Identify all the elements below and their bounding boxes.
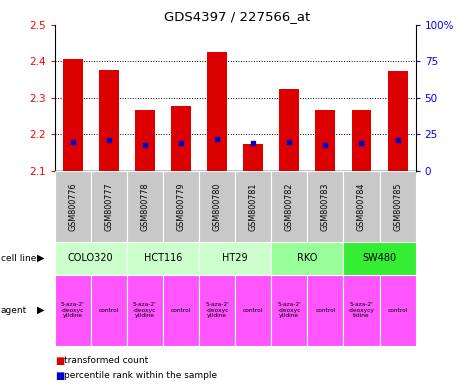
Bar [388,71,408,171]
Bar [315,109,335,171]
Text: control: control [99,308,119,313]
Bar [171,106,191,171]
Bar [307,171,343,242]
Bar [127,275,163,346]
Bar [352,110,371,171]
Text: control: control [388,308,408,313]
Text: ■: ■ [55,356,64,366]
Text: agent: agent [1,306,27,314]
Bar [55,242,127,275]
Text: transformed count: transformed count [64,356,148,366]
Text: GSM800785: GSM800785 [393,182,402,231]
Bar [271,242,343,275]
Text: GSM800776: GSM800776 [68,182,77,231]
Bar [279,89,299,171]
Bar [380,171,416,242]
Bar [199,242,271,275]
Text: RKO: RKO [297,253,317,263]
Bar [235,171,271,242]
Bar [55,171,91,242]
Text: 5-aza-2'
-deoxyc
ytidine: 5-aza-2' -deoxyc ytidine [277,302,301,318]
Text: 5-aza-2'
-deoxyc
ytidine: 5-aza-2' -deoxyc ytidine [61,302,85,318]
Text: GSM800784: GSM800784 [357,182,366,230]
Bar [127,171,163,242]
Text: GDS4397 / 227566_at: GDS4397 / 227566_at [164,10,311,23]
Bar [207,52,227,171]
Bar [199,275,235,346]
Bar [343,171,380,242]
Bar [343,275,380,346]
Text: percentile rank within the sample: percentile rank within the sample [64,371,217,380]
Text: GSM800781: GSM800781 [249,182,257,230]
Text: control: control [315,308,335,313]
Bar [271,275,307,346]
Text: ▶: ▶ [37,305,44,315]
Bar [243,144,263,171]
Bar [55,275,91,346]
Text: 5-aza-2'
-deoxycy
tidine: 5-aza-2' -deoxycy tidine [348,302,375,318]
Text: 5-aza-2'
-deoxyc
ytidine: 5-aza-2' -deoxyc ytidine [205,302,229,318]
Bar [91,275,127,346]
Text: 5-aza-2'
-deoxyc
ytidine: 5-aza-2' -deoxyc ytidine [133,302,157,318]
Text: GSM800778: GSM800778 [141,182,149,231]
Bar [235,275,271,346]
Bar [135,109,155,171]
Text: control: control [171,308,191,313]
Bar [307,275,343,346]
Text: GSM800783: GSM800783 [321,182,330,230]
Text: GSM800782: GSM800782 [285,182,294,231]
Bar [127,242,199,275]
Text: SW480: SW480 [362,253,397,263]
Text: GSM800780: GSM800780 [213,182,221,230]
Bar [63,58,83,171]
Bar [91,171,127,242]
Bar [380,275,416,346]
Bar [163,171,199,242]
Text: ▶: ▶ [37,253,44,263]
Text: ■: ■ [55,371,64,381]
Text: HCT116: HCT116 [144,253,182,263]
Bar [99,70,119,171]
Text: GSM800779: GSM800779 [177,182,185,231]
Text: cell line: cell line [1,254,36,263]
Bar [343,242,416,275]
Bar [271,171,307,242]
Text: COLO320: COLO320 [68,253,114,263]
Bar [163,275,199,346]
Text: HT29: HT29 [222,253,248,263]
Text: control: control [243,308,263,313]
Text: GSM800777: GSM800777 [104,182,113,231]
Bar [199,171,235,242]
